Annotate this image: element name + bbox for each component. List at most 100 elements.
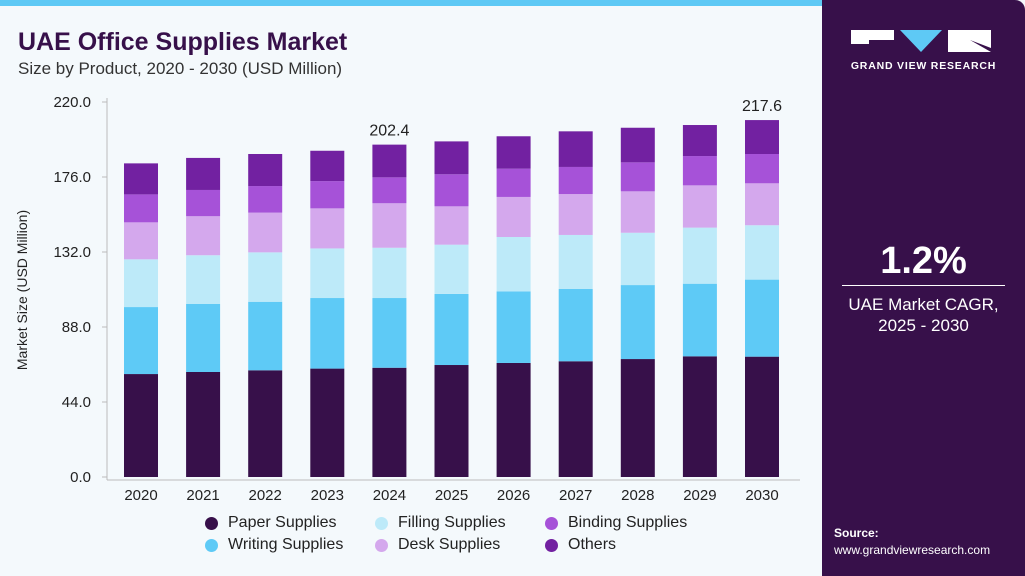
bar-segment-paper-supplies: [682, 356, 717, 477]
bar-segment-writing-supplies: [372, 298, 407, 368]
bar-segment-filling-supplies: [124, 259, 158, 308]
bar-segment-desk-supplies: [745, 183, 779, 226]
gvr-logo: [851, 30, 991, 52]
bar-segment-paper-supplies: [620, 359, 655, 477]
bar-segment-others: [310, 150, 345, 182]
legend-label: Writing Supplies: [228, 536, 344, 553]
x-tick-label: 2026: [497, 487, 530, 504]
bar-segment-others: [558, 131, 593, 167]
bar-segment-writing-supplies: [434, 293, 469, 366]
bar-segment-desk-supplies: [434, 206, 469, 245]
x-tick-label: 2025: [435, 487, 468, 504]
bar-segment-writing-supplies: [682, 283, 717, 357]
bar-segment-others: [372, 144, 407, 178]
bar-segment-desk-supplies: [682, 185, 717, 228]
bar-segment-paper-supplies: [124, 374, 158, 477]
bar-segment-filling-supplies: [310, 248, 345, 299]
bar-segment-others: [745, 120, 779, 154]
x-tick-label: 2020: [124, 487, 157, 504]
bar-segment-filling-supplies: [186, 255, 221, 304]
y-tick-label: 220.0: [53, 94, 91, 111]
bar-segment-filling-supplies: [496, 237, 531, 292]
source-link[interactable]: www.grandviewresearch.com: [834, 543, 991, 557]
bar-segment-binding-supplies: [372, 177, 407, 204]
bar-segment-desk-supplies: [124, 222, 158, 260]
x-tick-label: 2023: [311, 487, 344, 504]
bar-segment-desk-supplies: [186, 216, 221, 256]
bar-segment-binding-supplies: [496, 168, 531, 197]
bar-segment-others: [248, 153, 283, 187]
bar-segment-filling-supplies: [745, 225, 779, 280]
chart-legend: Paper Supplies Filling Supplies Binding Su…: [205, 514, 715, 554]
x-tick-label: 2029: [683, 487, 716, 504]
bar-segment-binding-supplies: [745, 153, 779, 184]
bar-segment-binding-supplies: [558, 166, 593, 195]
bar-segment-paper-supplies: [372, 367, 407, 477]
stacked-bar-chart: Market Size (USD Million) 0.0 44.0 88.0 132…: [14, 94, 800, 504]
bar-segment-writing-supplies: [496, 291, 531, 363]
divider: [842, 285, 1005, 286]
legend-swatch: [545, 516, 558, 530]
x-tick-label: 2027: [559, 487, 592, 504]
legend-swatch: [205, 516, 218, 530]
bar-segment-desk-supplies: [310, 208, 345, 249]
bar-segment-filling-supplies: [558, 234, 593, 289]
legend-item: Paper Supplies: [205, 514, 375, 532]
bar-segment-desk-supplies: [620, 191, 655, 233]
x-tick-label: 2022: [249, 487, 282, 504]
y-tick-label: 0.0: [70, 469, 91, 486]
bar-segment-paper-supplies: [496, 362, 531, 477]
y-axis-label: Market Size (USD Million): [14, 210, 30, 370]
bar-segment-binding-supplies: [186, 189, 221, 217]
bar-segment-others: [620, 127, 655, 163]
top-accent-bar: [0, 0, 822, 6]
legend-label: Filling Supplies: [398, 514, 506, 531]
x-tick-label: 2030: [745, 487, 778, 504]
bar-segment-desk-supplies: [372, 203, 407, 248]
legend-item: Desk Supplies: [375, 536, 545, 554]
legend-swatch: [375, 516, 388, 530]
legend-item: Writing Supplies: [205, 536, 375, 554]
bar-segment-paper-supplies: [186, 372, 221, 477]
bar-segment-desk-supplies: [558, 194, 593, 235]
bar-segment-binding-supplies: [682, 156, 717, 186]
bar-segment-filling-supplies: [372, 247, 407, 299]
cagr-label-line-2: 2025 - 2030: [878, 316, 969, 335]
x-tick-label: 2021: [186, 487, 219, 504]
bar-segment-binding-supplies: [248, 186, 283, 213]
bar-segment-writing-supplies: [745, 279, 779, 357]
logo-text: GRAND VIEW RESEARCH: [850, 60, 997, 72]
bar-segment-writing-supplies: [558, 288, 593, 362]
chart-title: UAE Office Supplies Market: [18, 28, 348, 56]
x-tick-label: 2024: [373, 487, 406, 504]
bar-segment-paper-supplies: [558, 361, 593, 477]
y-tick-label: 88.0: [62, 319, 91, 336]
bar-segment-writing-supplies: [186, 303, 221, 373]
legend-label: Binding Supplies: [568, 514, 688, 531]
cagr-label-line-1: UAE Market CAGR,: [848, 295, 999, 314]
bar-segment-filling-supplies: [434, 244, 469, 294]
bar-segment-binding-supplies: [124, 194, 158, 223]
legend-label: Others: [568, 536, 617, 553]
legend-label: Paper Supplies: [228, 514, 337, 531]
bar-segment-binding-supplies: [310, 181, 345, 209]
bar-segment-filling-supplies: [682, 227, 717, 284]
bar-segment-writing-supplies: [310, 298, 345, 369]
y-tick-label: 44.0: [62, 394, 91, 411]
data-label: 202.4: [369, 123, 409, 140]
legend-item: Others: [545, 536, 715, 554]
bar-segment-writing-supplies: [248, 301, 283, 371]
bar-segment-others: [682, 125, 717, 157]
bar-segment-paper-supplies: [745, 356, 779, 477]
data-label: 217.6: [742, 98, 782, 115]
legend-item: Binding Supplies: [545, 514, 715, 532]
bar-segment-desk-supplies: [496, 196, 531, 238]
bar-segment-paper-supplies: [434, 365, 469, 477]
bar-segment-others: [434, 141, 469, 175]
legend-swatch: [545, 538, 558, 552]
bar-segment-desk-supplies: [248, 212, 283, 253]
bar-segment-others: [186, 157, 221, 190]
bar-segment-paper-supplies: [310, 368, 345, 477]
info-panel: GRAND VIEW RESEARCH 1.2% UAE Market CAGR…: [822, 0, 1025, 576]
bar-segment-writing-supplies: [620, 285, 655, 360]
